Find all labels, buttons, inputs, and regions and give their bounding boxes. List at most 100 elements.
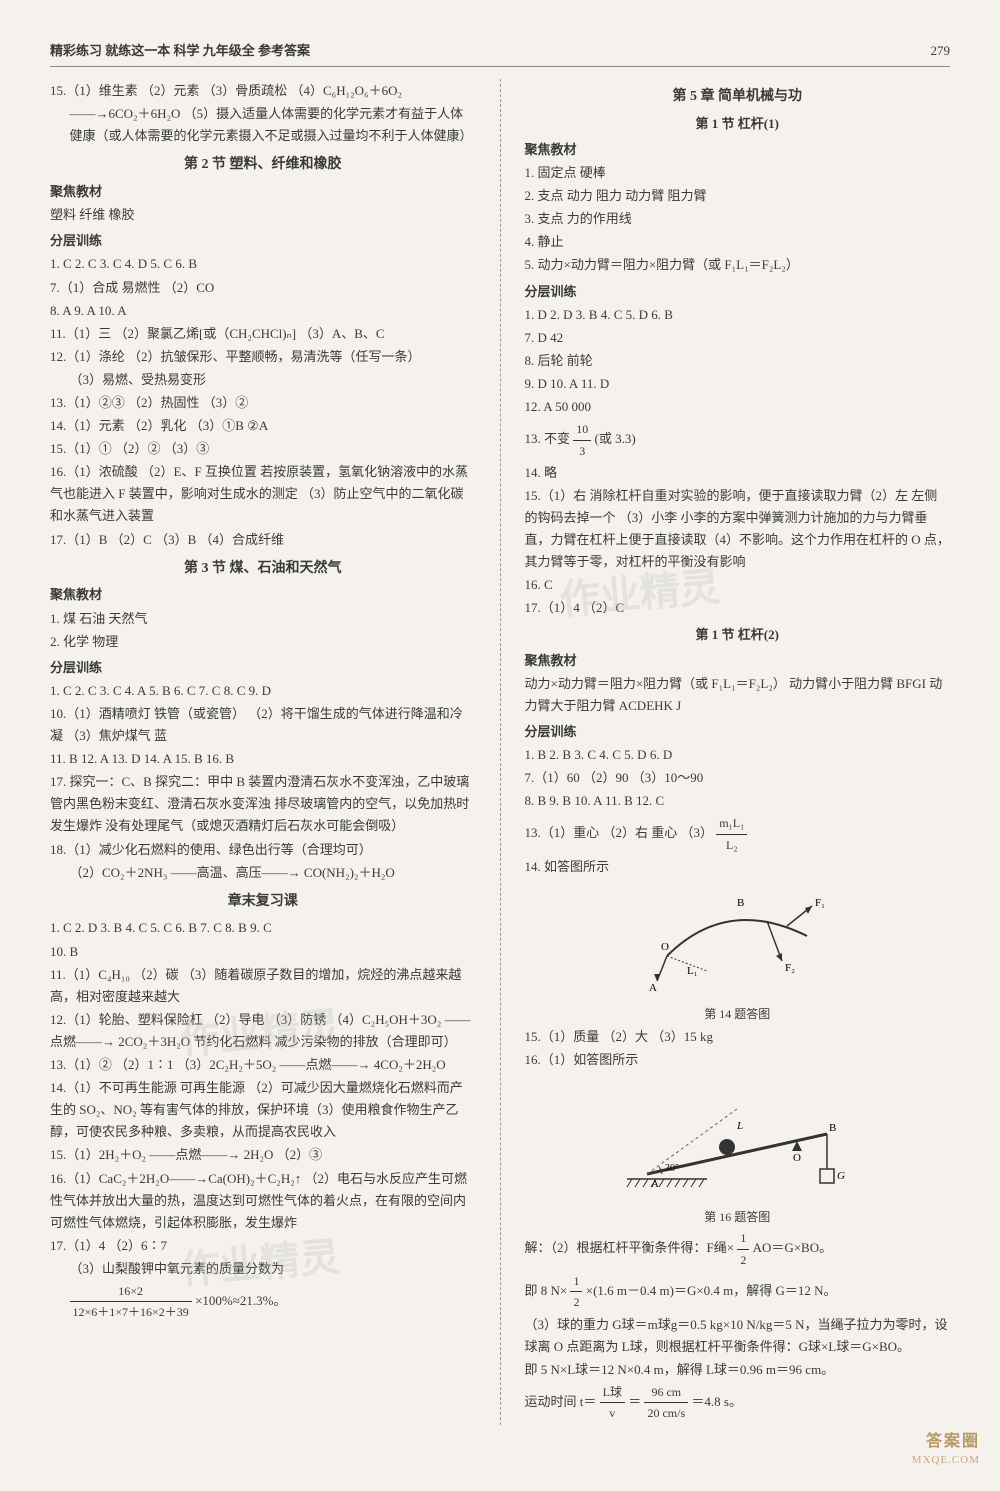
denominator: v [600, 1403, 625, 1423]
solution-line: 即 8 N× 1 2 ×(1.6 m－0.4 m)＝G×0.4 m，解得 G＝1… [525, 1271, 951, 1313]
fraction: 1 2 [737, 1228, 749, 1270]
answer-line: 15.（1）右 消除杠杆自重对实验的影响，便于直接读取力臂（2）左 左侧的钩码去… [525, 485, 951, 573]
fraction: L球 v [600, 1382, 625, 1424]
answer-line: 16.（1）如答图所示 [525, 1049, 951, 1071]
fraction: 96 cm 20 cm/s [644, 1382, 688, 1424]
right-column: 第 5 章 简单机械与功 第 1 节 杠杆(1) 聚焦教材 1. 固定点 硬棒 … [525, 79, 951, 1425]
fraction: 10 3 [573, 419, 591, 461]
answer-line: 1. 固定点 硬棒 [525, 162, 951, 184]
text: AO＝G×BO。 [753, 1240, 833, 1255]
text: 即 8 N× [525, 1283, 568, 1298]
denominator: 3 [573, 441, 591, 461]
answer-line: 2. 支点 动力 阻力 动力臂 阻力臂 [525, 185, 951, 207]
answer-line: 7.（1）合成 易燃性 （2）CO [50, 277, 476, 299]
answer-line: 4. 静止 [525, 231, 951, 253]
answer-line: 13. 不变 10 3 (或 3.3) [525, 419, 951, 461]
numerator: L球 [600, 1382, 625, 1403]
chapter-title: 第 5 章 简单机械与功 [525, 85, 951, 109]
fraction-line: 16×2 12×6＋1×7＋16×2＋39 ×100%≈21.3%。 [50, 1281, 476, 1323]
text: (或 3.3) [595, 431, 636, 446]
page-header: 精彩练习 就练这一本 科学 九年级全 参考答案 279 [50, 40, 950, 67]
svg-text:F₁: F₁ [815, 897, 825, 909]
answer-line: 13.（1）② （2）1∶1 （3）2C₂H₂＋5O₂ ——点燃——→ 4CO₂… [50, 1054, 476, 1076]
solution-line: 解：（2）根据杠杆平衡条件得：F绳× 1 2 AO＝G×BO。 [525, 1228, 951, 1270]
answer-line: 17.（1）4 （2）C [525, 597, 951, 619]
diagram-caption: 第 16 题答图 [525, 1207, 951, 1227]
fraction: 1 2 [570, 1271, 582, 1313]
heading: 分层训练 [50, 230, 476, 252]
left-column: 15.（1）维生素 （2）元素 （3）骨质疏松 （4）C₆H₁₂O₆＋6O₂ —… [50, 79, 476, 1425]
svg-text:30°: 30° [665, 1163, 679, 1174]
answer-line: 15.（1）维生素 （2）元素 （3）骨质疏松 （4）C₆H₁₂O₆＋6O₂ [50, 80, 476, 102]
diagram-caption: 第 14 题答图 [525, 1004, 951, 1024]
section-title: 第 1 节 杠杆(1) [525, 113, 951, 135]
answer-line: 8. 后轮 前轮 [525, 350, 951, 372]
two-column-layout: 15.（1）维生素 （2）元素 （3）骨质疏松 （4）C₆H₁₂O₆＋6O₂ —… [50, 79, 950, 1425]
answer-line: 14. 如答图所示 [525, 856, 951, 878]
text: 13. 不变 [525, 431, 574, 446]
answer-line: 8. A 9. A 10. A [50, 300, 476, 322]
numerator: 96 cm [644, 1382, 688, 1403]
answer-line: （3）易燃、受热易变形 [50, 369, 476, 391]
answer-line: （3）山梨酸钾中氧元素的质量分数为 [50, 1258, 476, 1280]
answer-line: 塑料 纤维 橡胶 [50, 204, 476, 226]
answer-line: 9. D 10. A 11. D [525, 373, 951, 395]
svg-text:O: O [661, 941, 669, 953]
answer-line: 11.（1）C₄H₁₀ （2）碳 （3）随着碳原子数目的增加，烷烃的沸点越来越高… [50, 964, 476, 1008]
text: ＝ [628, 1394, 641, 1409]
answer-line: 15.（1）2H₂＋O₂ ——点燃——→ 2H₂O （2）③ [50, 1144, 476, 1166]
text: ＝4.8 s。 [691, 1394, 742, 1409]
corner-url: MXQE.COM [912, 1451, 980, 1470]
answer-line: 14. 略 [525, 462, 951, 484]
solution-line: 运动时间 t＝ L球 v ＝ 96 cm 20 cm/s ＝4.8 s。 [525, 1382, 951, 1424]
numerator: m₁L₁ [716, 813, 747, 834]
answer-line: 7.（1）60 （2）90 （3）10～90 [525, 767, 951, 789]
fraction: 16×2 12×6＋1×7＋16×2＋39 [70, 1281, 192, 1323]
answer-line: 11. B 12. A 13. D 14. A 15. B 16. B [50, 748, 476, 770]
svg-text:L: L [736, 1120, 743, 1132]
answer-line: 1. D 2. D 3. B 4. C 5. D 6. B [525, 304, 951, 326]
denominator: 12×6＋1×7＋16×2＋39 [70, 1302, 192, 1322]
answer-line: 16.（1）浓硫酸 （2）E、F 互换位置 若按原装置，氢氧化钠溶液中的水蒸气也… [50, 461, 476, 527]
svg-text:A: A [649, 982, 657, 994]
answer-line: ——→6CO₂＋6H₂O （5）摄入适量人体需要的化学元素才有益于人体健康（或人… [50, 103, 476, 147]
heading: 聚焦教材 [50, 584, 476, 606]
answer-line: （2）CO₂＋2NH₃ ——高温、高压——→ CO(NH₂)₂＋H₂O [50, 862, 476, 884]
text: 运动时间 t＝ [525, 1394, 597, 1409]
text: ×(1.6 m－0.4 m)＝G×0.4 m，解得 G＝12 N。 [586, 1283, 837, 1298]
section-title: 第 2 节 塑料、纤维和橡胶 [50, 153, 476, 177]
section-title: 第 1 节 杠杆(2) [525, 624, 951, 646]
answer-line: 11.（1）三 （2）聚氯乙烯[或（CH₂CHCl)ₙ] （3）A、B、C [50, 323, 476, 345]
answer-line: 15.（1）质量 （2）大 （3）15 kg [525, 1026, 951, 1048]
section-title: 章末复习课 [50, 890, 476, 914]
heading: 分层训练 [525, 281, 951, 303]
text: 解：（2）根据杠杆平衡条件得：F绳× [525, 1240, 735, 1255]
svg-text:O: O [793, 1152, 801, 1164]
answer-line: 12.（1）涤纶 （2）抗皱保形、平整顺畅，易清洗等（任写一条） [50, 346, 476, 368]
solution-line: 即 5 N×L球＝12 N×0.4 m，解得 L球＝0.96 m＝96 cm。 [525, 1359, 951, 1381]
answer-line: 16.（1）CaC₂＋2H₂O——→Ca(OH)₂＋C₂H₂↑ （2）电石与水反… [50, 1168, 476, 1234]
answer-line: 2. 化学 物理 [50, 631, 476, 653]
diagram-16: A B L O G 30° [607, 1079, 867, 1199]
column-divider [500, 79, 501, 1425]
heading: 聚焦教材 [50, 181, 476, 203]
answer-line: 7. D 42 [525, 327, 951, 349]
answer-line: 1. 煤 石油 天然气 [50, 608, 476, 630]
diagram-14: O A B F₁ F₂ L₁ [637, 886, 837, 996]
solution-line: （3）球的重力 G球＝m球g＝0.5 kg×10 N/kg＝5 N，当绳子拉力为… [525, 1314, 951, 1358]
answer-line: 1. C 2. C 3. C 4. A 5. B 6. C 7. C 8. C … [50, 680, 476, 702]
heading: 分层训练 [525, 721, 951, 743]
fraction-tail: ×100%≈21.3%。 [195, 1293, 286, 1308]
heading: 聚焦教材 [525, 650, 951, 672]
svg-text:F₂: F₂ [785, 962, 795, 974]
svg-text:A: A [651, 1178, 659, 1190]
answer-line: 17.（1）B （2）C （3）B （4）合成纤维 [50, 529, 476, 551]
numerator: 16×2 [70, 1281, 192, 1302]
header-title: 精彩练习 就练这一本 科学 九年级全 参考答案 [50, 40, 310, 62]
heading: 分层训练 [50, 657, 476, 679]
answer-line: 12. A 50 000 [525, 396, 951, 418]
answer-line: 1. B 2. B 3. C 4. C 5. D 6. D [525, 744, 951, 766]
numerator: 1 [570, 1271, 582, 1292]
answer-line: 14.（1）不可再生能源 可再生能源 （2）可减少因大量燃烧化石燃料而产生的 S… [50, 1077, 476, 1143]
denominator: 20 cm/s [644, 1403, 688, 1423]
